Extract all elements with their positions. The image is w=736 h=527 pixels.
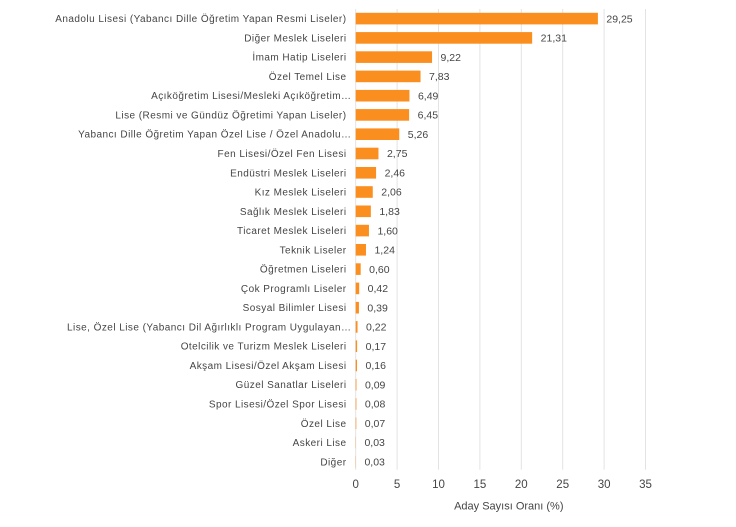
svg-text:Teknik Liseler: Teknik Liseler [280, 245, 347, 256]
svg-text:İmam Hatip Liseleri: İmam Hatip Liseleri [252, 51, 346, 64]
svg-text:Öğretmen Liseleri: Öğretmen Liseleri [260, 264, 347, 276]
svg-text:0,09: 0,09 [365, 379, 386, 391]
svg-text:1,60: 1,60 [377, 225, 398, 237]
svg-text:0: 0 [352, 479, 358, 491]
svg-text:Diğer Meslek Liseleri: Diğer Meslek Liseleri [244, 33, 346, 44]
svg-text:2,46: 2,46 [385, 168, 406, 180]
svg-text:Çok Programlı Liseler: Çok Programlı Liseler [241, 284, 347, 295]
svg-text:25: 25 [556, 479, 569, 491]
svg-text:9,22: 9,22 [441, 52, 462, 64]
svg-text:5,26: 5,26 [408, 129, 429, 141]
svg-text:2,75: 2,75 [387, 148, 408, 160]
svg-text:Özel Temel Lise: Özel Temel Lise [269, 71, 347, 83]
svg-text:0,08: 0,08 [365, 399, 386, 411]
svg-text:0,42: 0,42 [368, 283, 389, 295]
svg-text:6,49: 6,49 [418, 90, 439, 102]
svg-text:1,24: 1,24 [374, 245, 395, 257]
svg-text:20: 20 [515, 479, 528, 491]
svg-text:Spor Lisesi/Özel Spor Lisesi: Spor Lisesi/Özel Spor Lisesi [209, 399, 347, 411]
svg-text:Ticaret Meslek Liseleri: Ticaret Meslek Liseleri [237, 226, 346, 237]
svg-text:Lise (Resmi ve Gündüz Öğretimi: Lise (Resmi ve Gündüz Öğretimi Yapan Lis… [115, 109, 346, 121]
svg-text:2,06: 2,06 [381, 187, 402, 199]
svg-text:Güzel Sanatlar Liseleri: Güzel Sanatlar Liseleri [236, 380, 347, 391]
svg-text:7,83: 7,83 [429, 71, 450, 83]
svg-text:Sağlık Meslek Liseleri: Sağlık Meslek Liseleri [240, 207, 347, 218]
svg-text:Askeri Lise: Askeri Lise [293, 438, 347, 449]
svg-text:Açıköğretim Lisesi/Mesleki Açı: Açıköğretim Lisesi/Mesleki Açıköğretim… [151, 91, 351, 102]
svg-text:Fen Lisesi/Özel Fen Lisesi: Fen Lisesi/Özel Fen Lisesi [218, 148, 347, 160]
svg-text:29,25: 29,25 [606, 13, 632, 25]
svg-text:Kız Meslek Liseleri: Kız Meslek Liseleri [255, 188, 347, 199]
svg-text:Sosyal Bilimler Lisesi: Sosyal Bilimler Lisesi [243, 303, 347, 314]
svg-text:15: 15 [474, 479, 487, 491]
svg-text:Diğer: Diğer [320, 457, 346, 468]
svg-text:Endüstri Meslek Liseleri: Endüstri Meslek Liseleri [230, 168, 346, 179]
svg-text:35: 35 [639, 479, 652, 491]
svg-text:6,45: 6,45 [418, 110, 439, 122]
svg-text:Lise, Özel Lise (Yabancı Dil A: Lise, Özel Lise (Yabancı Dil Ağırlıklı P… [67, 321, 351, 333]
svg-text:0,17: 0,17 [366, 341, 387, 353]
svg-text:21,31: 21,31 [541, 33, 567, 45]
svg-text:Özel Lise: Özel Lise [301, 418, 347, 430]
svg-text:Akşam Lisesi/Özel Akşam Lisesi: Akşam Lisesi/Özel Akşam Lisesi [190, 360, 347, 372]
svg-text:Anadolu Lisesi (Yabancı Dille: Anadolu Lisesi (Yabancı Dille Öğretim Ya… [55, 13, 346, 25]
svg-text:0,39: 0,39 [367, 302, 388, 314]
svg-text:Otelcilik ve Turizm Meslek Lis: Otelcilik ve Turizm Meslek Liseleri [181, 342, 347, 353]
svg-text:5: 5 [394, 479, 400, 491]
svg-text:0,03: 0,03 [364, 457, 385, 469]
svg-text:0,07: 0,07 [365, 418, 386, 430]
svg-text:0,22: 0,22 [366, 322, 387, 334]
svg-text:1,83: 1,83 [379, 206, 400, 218]
svg-text:Aday Sayısı Oranı (%): Aday Sayısı Oranı (%) [454, 501, 563, 513]
svg-text:0,60: 0,60 [369, 264, 390, 276]
svg-text:Yabancı Dille Öğretim Yapan Öz: Yabancı Dille Öğretim Yapan Özel Lise / … [78, 129, 351, 141]
svg-text:10: 10 [432, 479, 445, 491]
svg-text:0,16: 0,16 [366, 360, 387, 372]
svg-text:0,03: 0,03 [364, 437, 385, 449]
svg-text:30: 30 [598, 479, 611, 491]
